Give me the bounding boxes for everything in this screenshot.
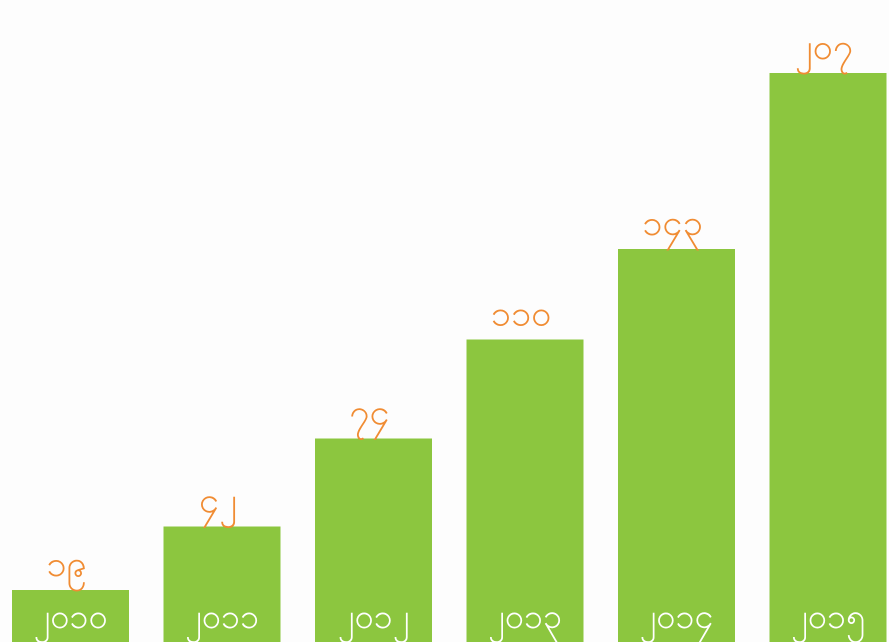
bar-3 — [466, 339, 584, 642]
bar-2 — [315, 438, 432, 642]
category-label-2: ၂၀၁၂ — [338, 597, 410, 642]
value-labels-group: ၁၉ ၄၂ ၇၄ ၁၁၀ ၁၄၃ ၂၀၇ — [46, 27, 853, 592]
bar-5 — [769, 73, 887, 642]
value-label-1: ၄၂ — [199, 481, 237, 529]
value-label-4: ၁၄၃ — [642, 203, 703, 251]
bar-1 — [163, 526, 281, 642]
value-label-2: ၇၄ — [349, 393, 390, 441]
category-label-0: ၂၀၁၀ — [33, 597, 107, 642]
value-label-5: ၂၀၇ — [795, 27, 853, 75]
bar-0 — [12, 589, 129, 642]
value-label-0: ၁၉ — [46, 544, 87, 592]
category-label-1: ၂၀၁၁ — [185, 597, 259, 642]
bars-group — [12, 73, 887, 642]
category-labels-group: ၂၀၁၀ ၂၀၁၁ ၂၀၁၂ ၂၀၁၃ ၂၀၁၄ ၂၀၁၅ — [33, 597, 865, 642]
value-label-3: ၁၁၀ — [491, 294, 552, 335]
category-label-3: ၂၀၁၃ — [488, 597, 562, 642]
bar-4 — [618, 248, 735, 642]
category-label-4: ၂၀၁၄ — [639, 597, 713, 642]
category-label-5: ၂၀၁၅ — [791, 597, 865, 642]
